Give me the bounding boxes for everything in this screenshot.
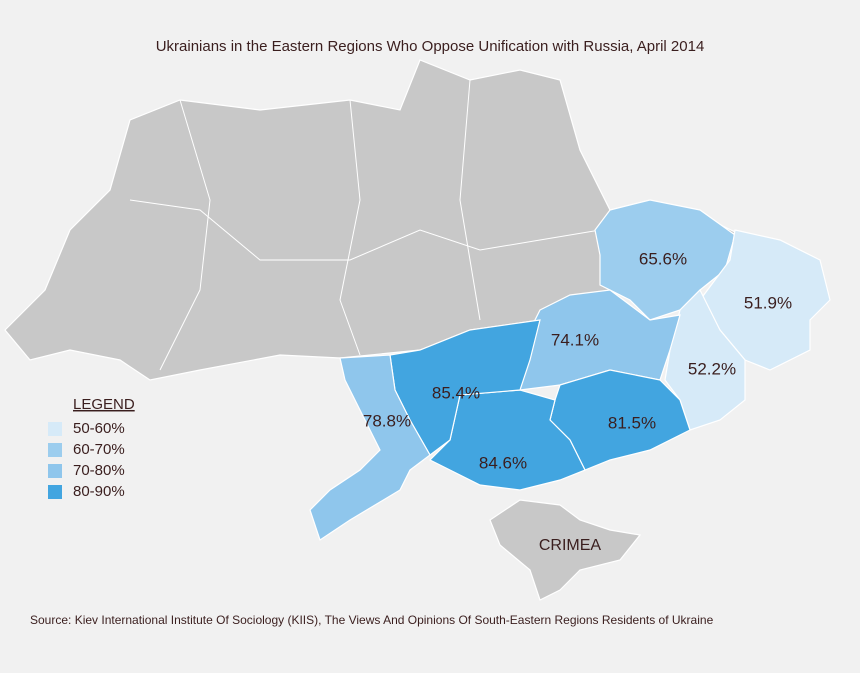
region-value-label: 85.4%: [432, 383, 480, 402]
legend-swatch: [48, 443, 62, 457]
region: [699, 229, 831, 371]
legend-title: LEGEND: [73, 396, 135, 413]
legend: 50-60% 60-70% 70-80% 80-90%: [48, 420, 125, 500]
internal-border: [159, 99, 211, 371]
crimea-label: CRIMEA: [539, 537, 602, 554]
region-value-label: 52.2%: [688, 359, 736, 378]
region: [309, 354, 431, 541]
region-value-label: 65.6%: [639, 249, 687, 268]
internal-border: [339, 99, 361, 356]
legend-swatch: [48, 422, 62, 436]
legend-label: 60-70%: [73, 441, 125, 458]
region-value-label: 74.1%: [551, 330, 599, 349]
region-value-label: 84.6%: [479, 453, 527, 472]
region: [428, 389, 586, 491]
legend-label: 70-80%: [73, 462, 125, 479]
regions: 65.6% 51.9% 52.2% 74.1% 81.5% 84.6% 85.4% 78.8%: [309, 199, 831, 541]
internal-border: [459, 79, 481, 321]
region-value-label: 78.8%: [363, 411, 411, 430]
source: Source: Kiev International Institute Of …: [30, 613, 714, 627]
region-value-label: 51.9%: [744, 293, 792, 312]
internal-border: [129, 199, 601, 261]
region: [664, 288, 746, 431]
legend-swatch: [48, 485, 62, 499]
legend-label: 50-60%: [73, 420, 125, 437]
map-title: Ukrainians in the Eastern Regions Who Op…: [156, 38, 705, 55]
legend-label: 80-90%: [73, 483, 125, 500]
crimea: [489, 499, 642, 601]
region-value-label: 81.5%: [608, 413, 656, 432]
legend-swatch: [48, 464, 62, 478]
